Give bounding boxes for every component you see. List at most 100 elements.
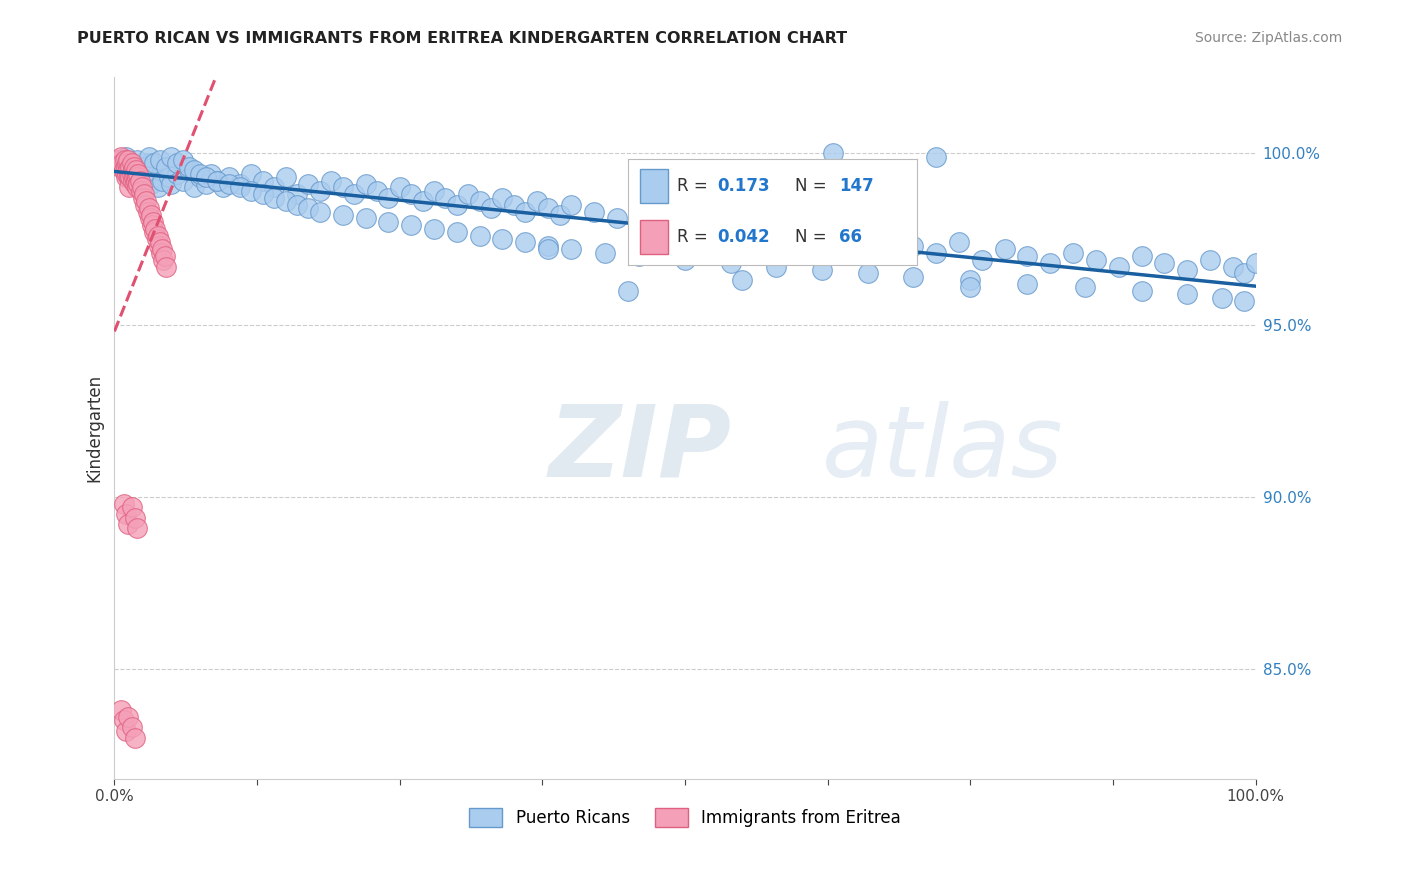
Point: [628, 249, 651, 263]
Point: [959, 273, 981, 287]
Point: [673, 252, 696, 267]
Point: [332, 180, 354, 194]
Point: [118, 170, 141, 185]
Point: [366, 184, 388, 198]
Point: [925, 245, 948, 260]
Point: [121, 720, 143, 734]
Point: [114, 170, 136, 185]
Point: [218, 170, 240, 185]
Point: [111, 156, 134, 170]
Point: [211, 180, 233, 194]
Point: [132, 191, 155, 205]
Point: [731, 273, 754, 287]
Point: [765, 260, 787, 274]
Point: [139, 211, 162, 226]
Point: [117, 156, 139, 170]
Point: [959, 280, 981, 294]
Point: [412, 194, 434, 209]
Point: [1175, 263, 1198, 277]
Point: [354, 211, 377, 226]
Point: [1108, 260, 1130, 274]
Point: [121, 163, 143, 178]
Text: 147: 147: [839, 178, 873, 195]
Point: [252, 173, 274, 187]
Point: [720, 256, 742, 270]
Point: [150, 243, 173, 257]
Point: [515, 235, 537, 250]
Point: [108, 160, 131, 174]
Point: [1130, 284, 1153, 298]
Text: Source: ZipAtlas.com: Source: ZipAtlas.com: [1195, 31, 1343, 45]
Point: [1130, 249, 1153, 263]
Point: [285, 187, 308, 202]
Point: [377, 215, 399, 229]
Text: N =: N =: [796, 228, 832, 246]
Point: [240, 184, 263, 198]
Point: [121, 173, 143, 187]
Point: [129, 184, 152, 198]
Point: [146, 180, 169, 194]
Point: [423, 221, 446, 235]
Point: [285, 197, 308, 211]
Point: [1039, 256, 1062, 270]
Point: [121, 170, 143, 185]
Point: [879, 232, 901, 246]
Point: [994, 243, 1017, 257]
Point: [321, 173, 343, 187]
Point: [149, 235, 172, 250]
Point: [112, 163, 135, 178]
Point: [112, 714, 135, 728]
Point: [308, 184, 330, 198]
Point: [526, 194, 548, 209]
Point: [121, 167, 143, 181]
Point: [149, 153, 172, 167]
Point: [856, 225, 879, 239]
Point: [149, 163, 172, 178]
Point: [617, 284, 640, 298]
Point: [1222, 260, 1244, 274]
Point: [120, 170, 142, 185]
Point: [145, 232, 167, 246]
Point: [124, 167, 146, 181]
Point: [263, 180, 285, 194]
Point: [135, 194, 157, 209]
Point: [114, 160, 136, 174]
Point: [1073, 280, 1095, 294]
Point: [127, 170, 149, 185]
Point: [114, 167, 136, 181]
Point: [128, 173, 150, 187]
Point: [117, 710, 139, 724]
Point: [134, 197, 156, 211]
Point: [132, 160, 155, 174]
Point: [115, 167, 138, 181]
Point: [121, 500, 143, 515]
Point: [114, 149, 136, 163]
Point: [970, 252, 993, 267]
Point: [377, 191, 399, 205]
Point: [537, 243, 560, 257]
Point: [651, 208, 673, 222]
Point: [856, 267, 879, 281]
Point: [183, 163, 205, 178]
Point: [240, 167, 263, 181]
Point: [343, 187, 366, 202]
Point: [172, 153, 194, 167]
Text: PUERTO RICAN VS IMMIGRANTS FROM ERITREA KINDERGARTEN CORRELATION CHART: PUERTO RICAN VS IMMIGRANTS FROM ERITREA …: [77, 31, 848, 46]
Point: [124, 731, 146, 745]
Point: [153, 249, 176, 263]
Point: [606, 211, 628, 226]
Text: 0.042: 0.042: [717, 228, 770, 246]
Point: [127, 177, 149, 191]
Point: [124, 177, 146, 191]
Point: [274, 194, 297, 209]
Point: [136, 204, 159, 219]
Point: [1211, 291, 1233, 305]
Point: [1233, 293, 1256, 308]
Point: [138, 156, 160, 170]
Point: [127, 180, 149, 194]
Point: [593, 245, 616, 260]
Point: [127, 153, 149, 167]
Point: [502, 197, 524, 211]
Text: ZIP: ZIP: [548, 401, 731, 498]
Point: [229, 180, 252, 194]
